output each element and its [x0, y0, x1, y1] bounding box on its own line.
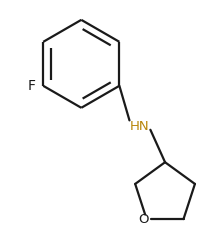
Text: O: O [138, 213, 149, 226]
Text: F: F [28, 79, 36, 93]
Text: HN: HN [130, 120, 150, 133]
